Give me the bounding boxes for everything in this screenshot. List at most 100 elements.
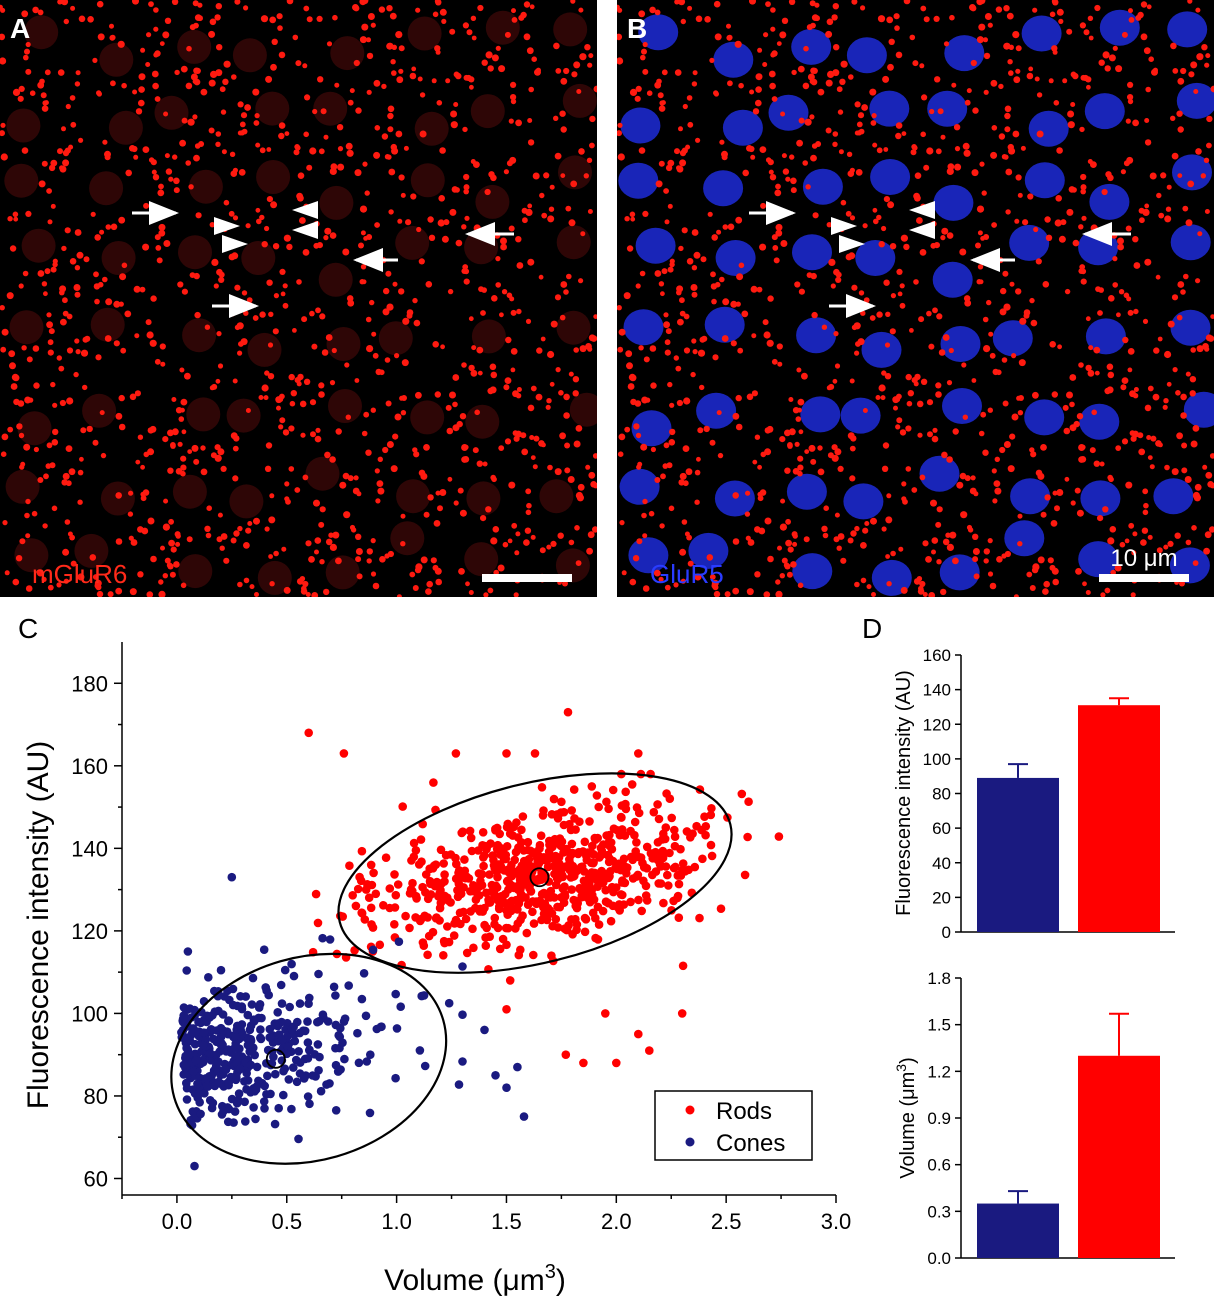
rod-point xyxy=(594,920,604,929)
punctum xyxy=(209,222,215,228)
punctum xyxy=(25,498,31,505)
punctum xyxy=(795,416,802,422)
rod-point xyxy=(567,839,577,849)
bar-y-tick-label: 1.5 xyxy=(927,1016,951,1035)
cone-point xyxy=(281,1025,290,1034)
punctum xyxy=(1002,270,1009,277)
punctum xyxy=(882,75,890,83)
cone-point xyxy=(303,1017,312,1026)
punctum xyxy=(941,227,949,235)
punctum xyxy=(1132,236,1139,243)
punctum xyxy=(769,174,777,181)
punctum xyxy=(711,234,718,241)
punctum xyxy=(102,139,108,145)
punctum xyxy=(623,292,631,300)
punctum xyxy=(150,555,157,563)
rod-point xyxy=(390,920,399,929)
punctum xyxy=(664,219,670,225)
punctum xyxy=(1114,564,1122,572)
punctum xyxy=(643,356,650,363)
punctum xyxy=(532,464,538,470)
punctum xyxy=(568,219,576,227)
punctum xyxy=(1171,468,1179,476)
rod-point xyxy=(311,889,321,899)
punctum xyxy=(92,574,99,580)
punctum xyxy=(817,445,823,451)
faint-pedicle xyxy=(395,225,430,260)
punctum xyxy=(62,159,70,167)
punctum xyxy=(982,449,989,456)
punctum xyxy=(432,341,440,348)
punctum xyxy=(500,237,507,245)
punctum xyxy=(509,94,517,101)
punctum xyxy=(833,331,839,337)
punctum xyxy=(1100,592,1106,597)
punctum xyxy=(1097,310,1103,316)
punctum xyxy=(400,410,407,416)
punctum xyxy=(973,573,980,580)
punctum xyxy=(775,223,783,231)
cone-point xyxy=(273,1008,283,1017)
cone-point xyxy=(458,962,467,971)
punctum xyxy=(846,311,853,317)
rod-point xyxy=(357,909,367,918)
cone-point xyxy=(245,1047,254,1056)
punctum xyxy=(425,588,432,595)
bar-rods xyxy=(1078,705,1160,932)
punctum xyxy=(695,15,703,23)
punctum xyxy=(756,286,763,293)
rod-point xyxy=(455,866,464,875)
rod-point xyxy=(612,864,622,874)
punctum xyxy=(525,509,532,516)
punctum xyxy=(105,224,112,230)
punctum xyxy=(810,272,817,280)
punctum xyxy=(1049,11,1056,18)
punctum xyxy=(446,427,454,435)
cone-point xyxy=(313,1040,323,1049)
punctum xyxy=(1078,444,1086,451)
punctum xyxy=(942,334,950,341)
punctum xyxy=(504,438,512,445)
punctum xyxy=(173,187,180,194)
cone-point xyxy=(195,1098,204,1107)
punctum xyxy=(272,243,280,250)
punctum xyxy=(468,364,475,372)
punctum xyxy=(787,546,794,553)
punctum xyxy=(583,173,589,179)
punctum xyxy=(1130,592,1136,597)
punctum xyxy=(28,397,34,403)
rod-point xyxy=(537,783,547,792)
volume-label-tail: ) xyxy=(897,1057,919,1064)
rod-point xyxy=(480,903,489,913)
punctum xyxy=(943,41,950,47)
rod-point xyxy=(545,840,554,850)
punctum xyxy=(855,169,863,176)
punctum xyxy=(317,76,324,83)
rod-point xyxy=(587,782,597,791)
punctum xyxy=(223,557,230,564)
rod-point xyxy=(424,931,434,941)
rod-point xyxy=(539,888,549,898)
punctum xyxy=(259,214,265,221)
punctum xyxy=(885,311,891,317)
punctum xyxy=(361,23,369,31)
punctum xyxy=(170,443,176,449)
punctum xyxy=(790,561,797,568)
punctum xyxy=(1187,0,1193,4)
punctum xyxy=(146,331,154,339)
punctum xyxy=(209,385,215,391)
punctum xyxy=(245,408,251,413)
cone-point xyxy=(344,981,354,990)
punctum xyxy=(849,445,856,452)
punctum xyxy=(154,96,161,102)
punctum xyxy=(321,349,329,356)
punctum xyxy=(919,249,927,256)
rod-point xyxy=(465,826,475,836)
bar-y-tick-label: 0.3 xyxy=(927,1202,951,1221)
punctum xyxy=(269,16,277,24)
punctum xyxy=(848,74,854,80)
rod-point xyxy=(435,881,445,890)
punctum xyxy=(284,131,290,137)
